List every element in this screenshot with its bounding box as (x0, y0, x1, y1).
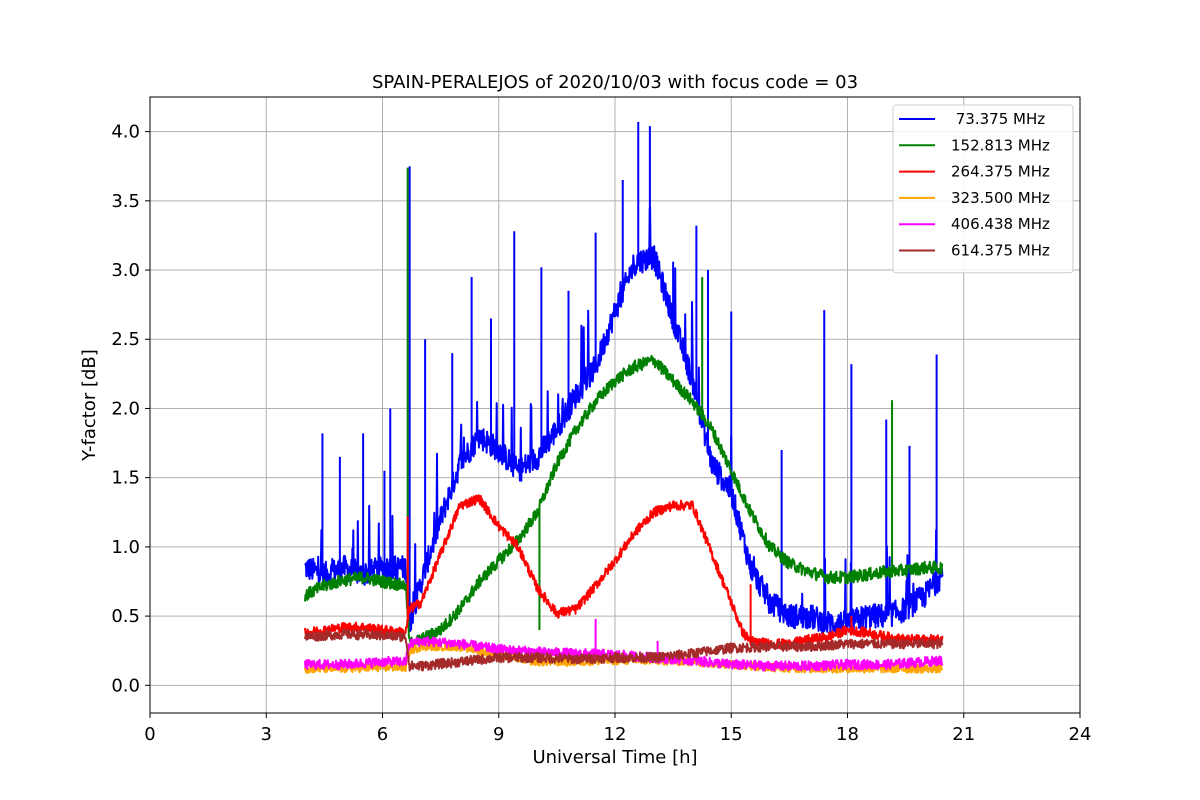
x-tick-label: 3 (261, 724, 272, 745)
legend-label: 614.375 MHz (951, 242, 1050, 260)
y-tick-label: 2.5 (111, 329, 140, 350)
chart-title: SPAIN-PERALEJOS of 2020/10/03 with focus… (372, 72, 858, 93)
y-axis-label: Y-factor [dB] (79, 349, 100, 462)
y-tick-label: 3.0 (111, 260, 140, 281)
y-tick-label: 3.5 (111, 191, 140, 212)
plot-series (304, 121, 944, 674)
x-tick-label: 12 (604, 724, 627, 745)
y-tick-label: 0.0 (111, 675, 140, 696)
y-tick-label: 1.5 (111, 468, 140, 489)
legend-label: 406.438 MHz (951, 215, 1050, 233)
x-tick-label: 9 (493, 724, 504, 745)
y-axis: 0.0 0.5 1.0 1.5 2.0 2.5 3.0 3.5 4.0 (111, 122, 150, 696)
legend-box (892, 104, 1074, 274)
x-tick-label: 15 (720, 724, 743, 745)
x-tick-label: 6 (377, 724, 388, 745)
legend-label: 323.500 MHz (951, 189, 1050, 207)
x-axis: 0 3 6 9 12 15 18 21 24 (144, 713, 1091, 745)
x-axis-label: Universal Time [h] (532, 747, 697, 768)
y-tick-label: 0.5 (111, 606, 140, 627)
series-line (304, 636, 944, 672)
legend: 73.375 MHz 152.813 MHz 264.375 MHz 323.500 … (892, 104, 1074, 274)
legend-label: 73.375 MHz (951, 110, 1045, 128)
x-tick-label: 21 (952, 724, 975, 745)
series-line (304, 494, 944, 650)
legend-label: 152.813 MHz (951, 136, 1050, 154)
y-tick-label: 4.0 (111, 122, 140, 143)
x-tick-label: 24 (1069, 724, 1092, 745)
y-tick-label: 1.0 (111, 537, 140, 558)
series-line (304, 628, 944, 672)
x-tick-label: 0 (144, 724, 155, 745)
y-tick-label: 2.0 (111, 398, 140, 419)
x-tick-label: 18 (836, 724, 859, 745)
legend-label: 264.375 MHz (951, 163, 1050, 181)
